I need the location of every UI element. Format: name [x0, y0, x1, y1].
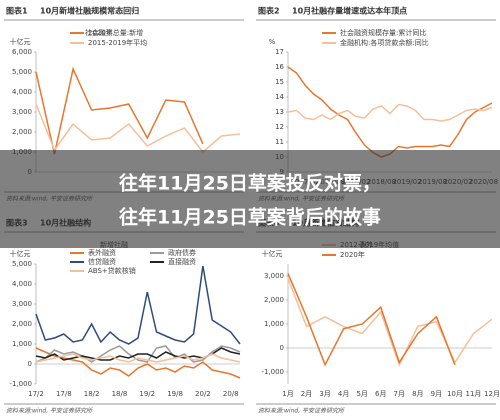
- y-tick-label: 13: [275, 108, 284, 116]
- x-tick-label: 11月: [465, 390, 481, 398]
- x-tick-label: 8月: [412, 390, 423, 398]
- series-line: [35, 265, 241, 345]
- x-tick-label: 4月: [338, 390, 349, 398]
- source-note: 资料来源:wind, 平安证券研究所: [258, 407, 345, 415]
- y-tick-label: 2,000: [12, 320, 32, 328]
- y-tick-label: 3,000: [264, 272, 284, 280]
- y-tick-label: 2,000: [12, 128, 32, 136]
- y-axis-label: 十亿元: [10, 249, 31, 258]
- y-tick-label: 2,000: [264, 296, 284, 304]
- legend-label: 社会融资规模存量:累计同比: [340, 28, 426, 37]
- figure-label: 图表1: [6, 6, 28, 16]
- series-line: [35, 353, 241, 363]
- x-tick-label: 1月: [282, 390, 293, 398]
- source-note: 资料来源:wind, 平安证券研究所: [6, 407, 93, 415]
- y-tick-label: -1,000: [261, 368, 284, 376]
- x-tick-label: 19/8: [167, 390, 183, 398]
- y-tick-label: 3,000: [12, 108, 32, 116]
- y-tick-label: 4,000: [12, 88, 32, 96]
- y-tick-label: 0: [28, 360, 32, 368]
- x-tick-label: 9月: [431, 390, 442, 398]
- headline-band: [0, 150, 500, 248]
- y-axis-label: 十亿元: [10, 37, 31, 46]
- y-tick-label: -1,000: [9, 380, 32, 388]
- y-tick-label: 0: [280, 344, 284, 352]
- series-line: [287, 66, 493, 158]
- series-line: [287, 278, 493, 367]
- chart-subtitle: 社会融资总量:新增: [85, 28, 143, 37]
- legend-label: 2015-2019年平均: [88, 38, 147, 47]
- y-tick-label: 15: [275, 78, 284, 86]
- figure-label: 图表2: [258, 6, 280, 16]
- y-tick-label: 4,000: [12, 280, 32, 288]
- x-tick-label: 7月: [394, 390, 405, 398]
- x-tick-label: 3月: [319, 390, 330, 398]
- legend-label: 信贷融资: [88, 257, 116, 266]
- y-tick-label: 5,000: [12, 260, 32, 268]
- y-tick-label: 14: [275, 93, 284, 101]
- y-tick-label: 1,000: [264, 320, 284, 328]
- x-tick-label: 6月: [375, 390, 386, 398]
- y-tick-label: 16: [275, 63, 284, 71]
- legend-label: 表外融资: [88, 248, 116, 257]
- x-tick-label: 17/2: [28, 390, 44, 398]
- x-tick-label: 12月: [484, 390, 500, 398]
- x-tick-label: 2月: [301, 390, 312, 398]
- y-tick-label: 1,000: [12, 340, 32, 348]
- x-tick-label: 5月: [356, 390, 367, 398]
- legend-label: 2020年: [340, 250, 365, 259]
- y-tick-label: 12: [275, 123, 284, 131]
- chart-title: 10月社融存量增速或达本年顶点: [292, 6, 407, 16]
- series-line: [287, 273, 456, 367]
- x-tick-label: 20/2: [195, 390, 211, 398]
- headline: 往年11月25日草案背后的故事: [119, 206, 381, 229]
- x-tick-label: 18/2: [84, 390, 100, 398]
- series-line: [35, 103, 241, 154]
- x-tick-label: 19/2: [139, 390, 155, 398]
- x-tick-label: 10月: [447, 390, 463, 398]
- y-axis-label: 十亿元: [262, 249, 283, 258]
- y-tick-label: 11: [275, 138, 284, 146]
- x-tick-label: 17/8: [56, 390, 72, 398]
- y-tick-label: 5,000: [12, 68, 32, 76]
- chart-title: 10月新增社融规模常态回归: [40, 6, 139, 16]
- y-tick-label: 3,000: [12, 300, 32, 308]
- y-tick-label: 17: [275, 48, 284, 56]
- legend-label: 政府债券: [168, 248, 196, 257]
- y-tick-label: 6,000: [12, 48, 32, 56]
- x-tick-label: 18/8: [112, 390, 128, 398]
- y-axis-label: %: [269, 38, 276, 46]
- series-line: [287, 103, 493, 122]
- legend-label: ABS+贷款核销: [88, 266, 136, 275]
- headline: 往年11月25日草案投反对票，: [119, 172, 381, 195]
- legend-label: 金融机构:各项贷款余额:同比: [340, 38, 429, 47]
- legend-label: 直接融资: [168, 257, 196, 266]
- x-tick-label: 20/8: [223, 390, 239, 398]
- legend-label: 2020年: [88, 28, 113, 37]
- series-line: [35, 66, 204, 155]
- series-line: [35, 347, 241, 379]
